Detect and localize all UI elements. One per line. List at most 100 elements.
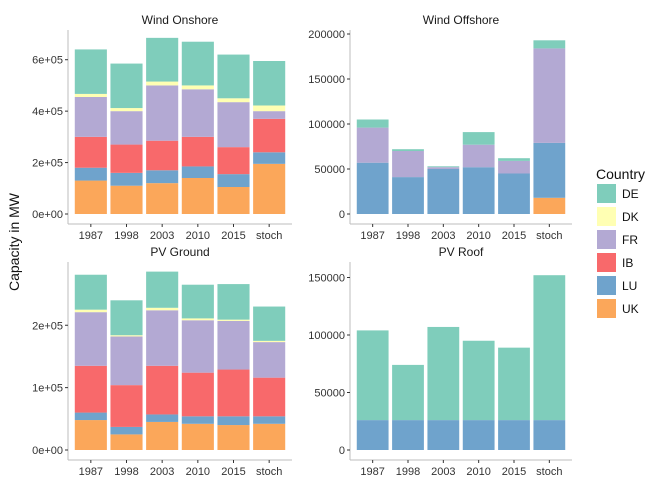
bar-segment-de xyxy=(146,271,179,308)
bar-segment-fr xyxy=(498,160,530,174)
bar-segment-fr xyxy=(181,89,214,137)
x-tick-label: 1987 xyxy=(79,466,103,478)
y-tick-label: 100000 xyxy=(308,330,345,342)
bar-segment-lu xyxy=(498,420,530,450)
bar-segment-lu xyxy=(217,416,250,426)
bar-segment-lu xyxy=(74,167,107,181)
bar-segment-lu xyxy=(181,416,214,424)
y-tick-label: 150000 xyxy=(308,74,345,86)
x-tick-label: 2015 xyxy=(221,230,245,242)
y-tick-label: 0 xyxy=(339,209,345,221)
bar-segment-lu xyxy=(392,177,424,214)
bar-segment-lu xyxy=(427,169,460,214)
x-tick-label: 1998 xyxy=(396,466,420,478)
bar-segment-lu xyxy=(462,420,495,450)
y-tick-label: 0e+00 xyxy=(32,209,63,221)
bar-segment-de xyxy=(392,364,424,421)
bar-segment-lu xyxy=(146,414,179,422)
bar-segment-ib xyxy=(110,144,143,173)
x-tick-label: 2010 xyxy=(466,466,490,478)
bar-segment-fr xyxy=(146,310,179,366)
legend-item-de: DE xyxy=(597,184,639,203)
x-tick-label: stoch xyxy=(256,466,282,478)
bar-segment-dk xyxy=(74,309,107,313)
bar-segment-lu xyxy=(462,167,495,214)
bar-segment-dk xyxy=(253,105,286,112)
bar-segment-de xyxy=(110,63,143,109)
legend-swatch xyxy=(597,299,616,318)
bar-segment-de xyxy=(217,54,250,99)
legend-item-dk: DK xyxy=(597,207,639,226)
bar-segment-lu xyxy=(110,172,143,186)
bar-segment-de xyxy=(181,41,214,86)
bar-segment-de xyxy=(533,275,566,421)
bar-segment-dk xyxy=(110,335,143,337)
y-tick-label: 150000 xyxy=(308,273,345,285)
legend-item-uk: UK xyxy=(597,299,639,318)
x-tick-label: 2003 xyxy=(150,230,174,242)
legend-swatch xyxy=(597,230,616,249)
bar-segment-ib xyxy=(74,365,107,413)
bar-segment-uk xyxy=(146,183,179,214)
x-tick-label: stoch xyxy=(536,466,562,478)
bar-segment-de xyxy=(533,40,566,49)
bar-segment-uk xyxy=(253,163,286,214)
x-tick-label: 1987 xyxy=(360,230,384,242)
legend-swatch xyxy=(597,253,616,272)
bar-segment-dk xyxy=(253,340,286,343)
bar-segment-ib xyxy=(110,385,143,427)
bar-segment-dk xyxy=(181,318,214,321)
bar-segment-uk xyxy=(253,423,286,450)
bar-segment-lu xyxy=(533,142,566,198)
bar-segment-de xyxy=(146,37,179,82)
x-tick-label: 2015 xyxy=(502,230,526,242)
legend-swatch xyxy=(597,184,616,203)
bar-segment-lu xyxy=(74,412,107,421)
panel-title: Wind Offshore xyxy=(423,13,500,27)
bar-segment-dk xyxy=(110,108,143,112)
bar-segment-uk xyxy=(181,423,214,450)
y-tick-label: 200000 xyxy=(308,29,345,41)
bar-segment-ib xyxy=(217,369,250,417)
x-tick-label: 2003 xyxy=(431,466,455,478)
bar-segment-fr xyxy=(110,111,143,145)
bar-segment-fr xyxy=(74,312,107,366)
bar-segment-lu xyxy=(253,416,286,424)
bar-segment-ib xyxy=(181,136,214,167)
panels: Wind Onshore 0e+00 2e+05 4e+05 6e+05 1987 1998… xyxy=(32,13,572,478)
bar-segment-lu xyxy=(253,152,286,164)
bar-segment-ib xyxy=(74,136,107,168)
x-tick-label: 2010 xyxy=(186,230,210,242)
panel-title: PV Roof xyxy=(439,245,484,259)
legend-label: LU xyxy=(622,279,637,293)
bar-segment-fr xyxy=(74,97,107,137)
bar-segment-de xyxy=(74,49,107,94)
bar-segment-de xyxy=(427,166,460,168)
bar-segment-de xyxy=(356,119,389,128)
bar-segment-dk xyxy=(74,93,107,97)
bar-segment-ib xyxy=(253,118,286,153)
y-tick-label: 6e+05 xyxy=(32,55,63,67)
panel-1: Wind Onshore 0e+00 2e+05 4e+05 6e+05 1987 1998… xyxy=(32,13,292,242)
bar-segment-ib xyxy=(253,377,286,417)
bar-segment-lu xyxy=(110,426,143,435)
bar-segment-fr xyxy=(146,85,179,141)
panel-title: PV Ground xyxy=(150,245,209,259)
bar-segment-de xyxy=(74,274,107,310)
y-tick-label: 0 xyxy=(339,445,345,457)
legend-swatch xyxy=(597,276,616,295)
legend-item-fr: FR xyxy=(597,230,638,249)
bar-segment-dk xyxy=(181,85,214,90)
y-tick-label: 0e+00 xyxy=(32,445,63,457)
x-tick-label: 1987 xyxy=(79,230,103,242)
bar-segment-ib xyxy=(146,140,179,171)
bar-segment-fr xyxy=(253,342,286,378)
bar-segment-de xyxy=(498,347,530,421)
x-tick-label: 1998 xyxy=(114,466,138,478)
bar-segment-ib xyxy=(217,147,250,175)
y-tick-label: 100000 xyxy=(308,119,345,131)
bar-segment-de xyxy=(462,132,495,145)
bar-segment-lu xyxy=(181,166,214,178)
bar-segment-lu xyxy=(533,420,566,450)
